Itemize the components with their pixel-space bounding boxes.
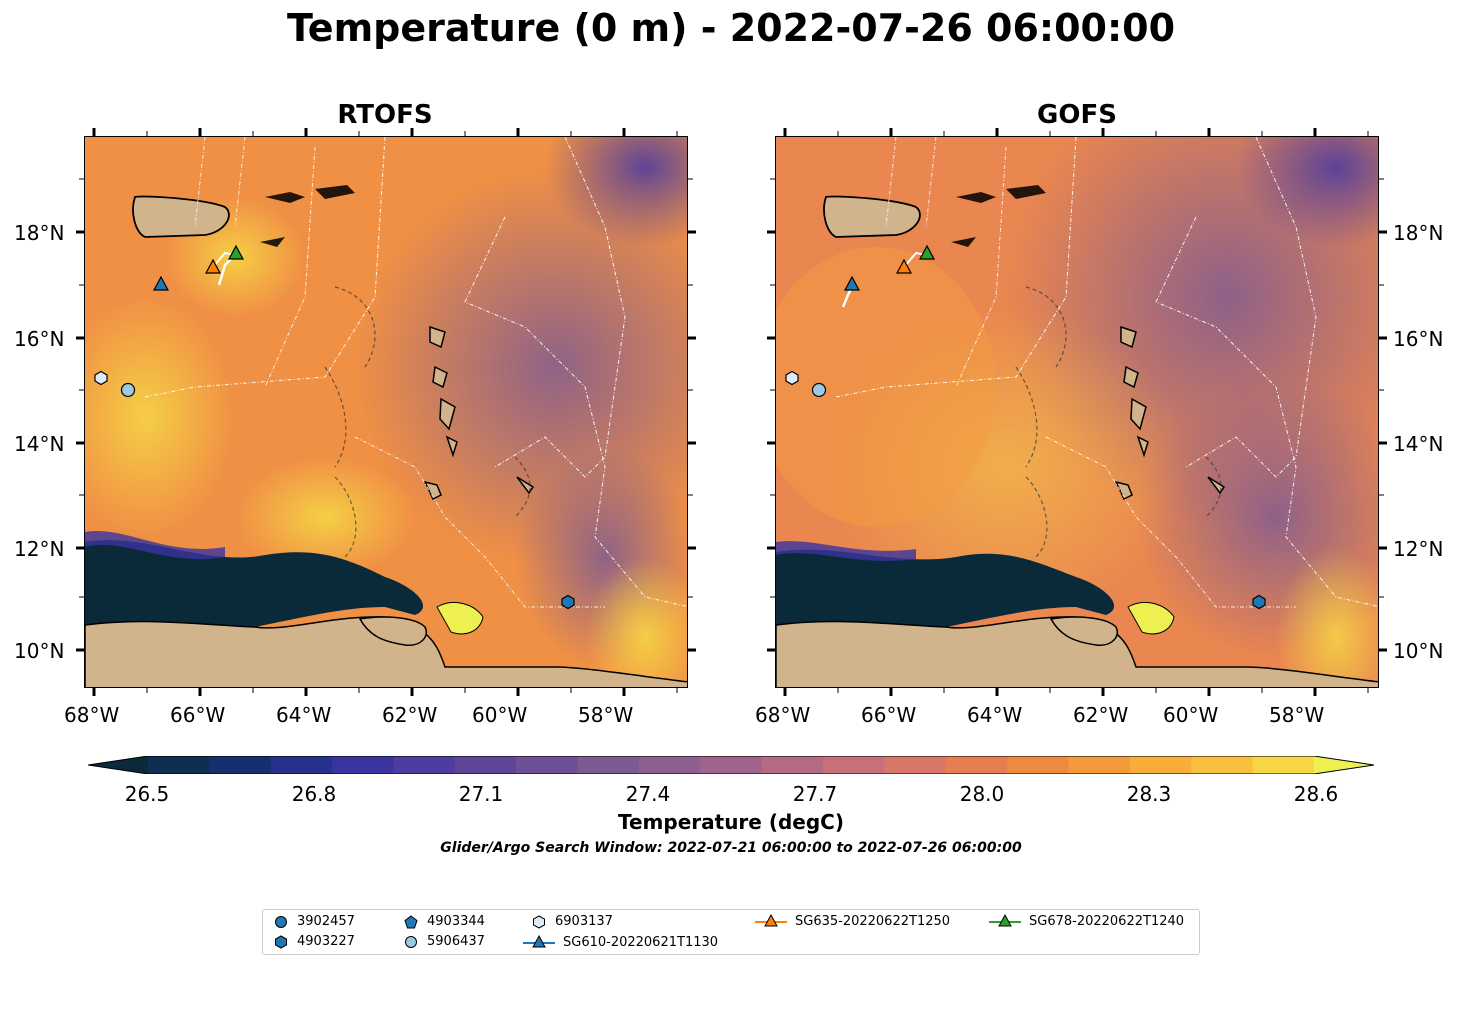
colorbar-segment	[393, 756, 456, 774]
lon-label: 58°W	[578, 703, 634, 727]
lat-label-right: 12°N	[1393, 537, 1444, 561]
sg678-marker	[227, 244, 245, 260]
lat-label-right: 10°N	[1393, 639, 1444, 663]
colorbar-segment	[454, 756, 517, 774]
colorbar-tick: 28.6	[1293, 782, 1339, 806]
colorbar-segment	[761, 756, 824, 774]
lon-label: 60°W	[1163, 703, 1219, 727]
colorbar-segment	[148, 756, 210, 774]
lon-label: 68°W	[755, 703, 811, 727]
hexagon-marker-icon	[533, 914, 545, 929]
argo-6903137-marker	[94, 370, 108, 386]
colorbar-tick: 27.4	[625, 782, 671, 806]
legend-label: 4903227	[297, 934, 355, 949]
colorbar-segment	[945, 756, 1008, 774]
triangle-marker-icon	[755, 913, 787, 927]
search-window-text: Glider/Argo Search Window: 2022-07-21 06…	[440, 840, 1022, 856]
colorbar-tick: 28.3	[1126, 782, 1172, 806]
triangle-marker-icon	[523, 934, 555, 948]
colorbar-label: Temperature (degC)	[618, 810, 844, 834]
colorbar-extend-high	[1314, 756, 1374, 774]
colorbar-segment	[638, 756, 701, 774]
lat-label-right: 18°N	[1393, 221, 1444, 245]
legend-label: 5906437	[427, 934, 485, 949]
panel-title-gofs: GOFS	[1037, 100, 1117, 130]
colorbar-tick: 26.5	[124, 782, 170, 806]
sg635-marker	[204, 258, 222, 274]
colorbar-tick: 26.8	[291, 782, 337, 806]
colorbar-segment	[577, 756, 640, 774]
legend-label: 6903137	[555, 914, 613, 929]
colorbar-segment	[1007, 756, 1070, 774]
lat-label-left: 10°N	[14, 639, 65, 663]
legend-label: SG610-20220621T1130	[563, 934, 719, 950]
lon-label: 62°W	[382, 703, 438, 727]
colorbar-segment	[823, 756, 885, 774]
circle-marker-icon	[275, 915, 287, 928]
argo-5906437-marker	[120, 382, 136, 398]
colorbar-segment	[1252, 756, 1315, 774]
colorbar-segment	[270, 756, 333, 774]
colorbar-tick: 27.1	[458, 782, 504, 806]
rtofs-map	[84, 136, 688, 688]
colorbar-segment	[1191, 756, 1254, 774]
legend-label: 4903344	[427, 914, 485, 929]
sg610-marker	[843, 275, 861, 291]
lon-label: 64°W	[276, 703, 332, 727]
triangle-marker-icon	[989, 913, 1021, 927]
colorbar	[88, 756, 1374, 774]
colorbar-segment	[1068, 756, 1131, 774]
legend-entry: 3902457	[273, 914, 355, 929]
colorbar-segment	[516, 756, 579, 774]
legend-entry: SG635-20220622T1250	[755, 913, 950, 929]
lon-label: 60°W	[472, 703, 528, 727]
argo-6903137-marker	[785, 370, 799, 386]
argo-4903227-marker	[561, 594, 575, 610]
legend: 3902457 4903227 4903344 5906437 6903137 …	[262, 909, 1200, 955]
sg678-marker	[918, 244, 936, 260]
pentagon-marker-icon	[404, 914, 418, 928]
hexagon-marker-icon	[275, 934, 287, 949]
legend-entry: 6903137	[531, 914, 613, 929]
colorbar-tick: 28.0	[959, 782, 1005, 806]
colorbar-extend-low	[88, 756, 148, 774]
lon-label: 58°W	[1269, 703, 1325, 727]
lon-label: 66°W	[170, 703, 226, 727]
lon-label: 68°W	[64, 703, 120, 727]
argo-4903227-marker	[1252, 594, 1266, 610]
colorbar-tick: 27.7	[792, 782, 838, 806]
colorbar-segment	[209, 756, 272, 774]
legend-entry: 4903344	[403, 914, 485, 929]
lat-label-right: 14°N	[1393, 432, 1444, 456]
legend-entry: 4903227	[273, 934, 355, 949]
lat-label-left: 16°N	[14, 327, 65, 351]
circle-marker-icon	[405, 935, 417, 948]
colorbar-segment	[332, 756, 394, 774]
argo-5906437-marker	[811, 382, 827, 398]
panel-title-rtofs: RTOFS	[337, 100, 433, 130]
legend-label: 3902457	[297, 914, 355, 929]
gofs-map	[775, 136, 1379, 688]
legend-entry: 5906437	[403, 934, 485, 949]
sg610-marker	[152, 275, 170, 291]
legend-entry: SG610-20220621T1130	[523, 934, 718, 950]
lat-label-left: 14°N	[14, 432, 65, 456]
lat-label-left: 18°N	[14, 221, 65, 245]
lon-label: 62°W	[1073, 703, 1129, 727]
colorbar-segment	[700, 756, 763, 774]
lon-label: 64°W	[967, 703, 1023, 727]
lat-label-right: 16°N	[1393, 327, 1444, 351]
lat-label-left: 12°N	[14, 537, 65, 561]
legend-entry: SG678-20220622T1240	[989, 913, 1184, 929]
colorbar-segment	[884, 756, 947, 774]
colorbar-segment	[1129, 756, 1192, 774]
figure-title: Temperature (0 m) - 2022-07-26 06:00:00	[286, 6, 1176, 50]
legend-label: SG635-20220622T1250	[795, 913, 951, 929]
lon-label: 66°W	[861, 703, 917, 727]
sg635-marker	[895, 258, 913, 274]
legend-label: SG678-20220622T1240	[1029, 913, 1185, 929]
